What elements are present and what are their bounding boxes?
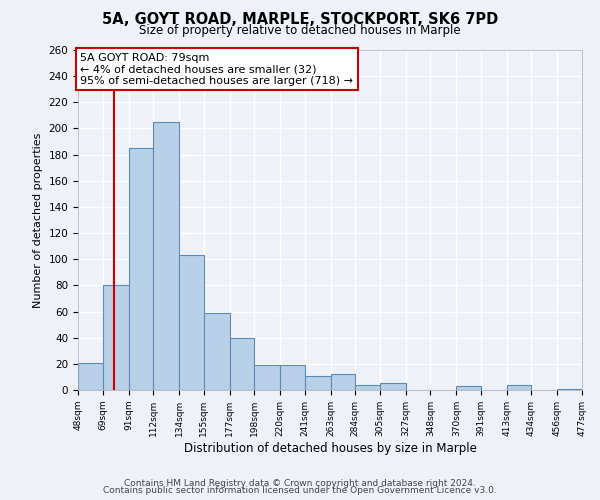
- Bar: [331, 374, 355, 390]
- Y-axis label: Number of detached properties: Number of detached properties: [33, 132, 43, 308]
- Bar: [280, 365, 305, 390]
- X-axis label: Distribution of detached houses by size in Marple: Distribution of detached houses by size …: [184, 442, 476, 454]
- Bar: [507, 385, 532, 390]
- Text: Size of property relative to detached houses in Marple: Size of property relative to detached ho…: [139, 24, 461, 37]
- Text: Contains public sector information licensed under the Open Government Licence v3: Contains public sector information licen…: [103, 486, 497, 495]
- Bar: [179, 256, 204, 390]
- Bar: [557, 388, 582, 390]
- Bar: [103, 286, 128, 390]
- Bar: [153, 122, 179, 390]
- Text: 5A, GOYT ROAD, MARPLE, STOCKPORT, SK6 7PD: 5A, GOYT ROAD, MARPLE, STOCKPORT, SK6 7P…: [102, 12, 498, 28]
- Bar: [230, 338, 254, 390]
- Bar: [380, 384, 406, 390]
- Bar: [204, 313, 230, 390]
- Bar: [456, 386, 481, 390]
- Bar: [305, 376, 331, 390]
- Bar: [254, 365, 280, 390]
- Bar: [128, 148, 153, 390]
- Bar: [78, 362, 103, 390]
- Bar: [355, 385, 380, 390]
- Text: 5A GOYT ROAD: 79sqm
← 4% of detached houses are smaller (32)
95% of semi-detache: 5A GOYT ROAD: 79sqm ← 4% of detached hou…: [80, 52, 353, 86]
- Text: Contains HM Land Registry data © Crown copyright and database right 2024.: Contains HM Land Registry data © Crown c…: [124, 478, 476, 488]
